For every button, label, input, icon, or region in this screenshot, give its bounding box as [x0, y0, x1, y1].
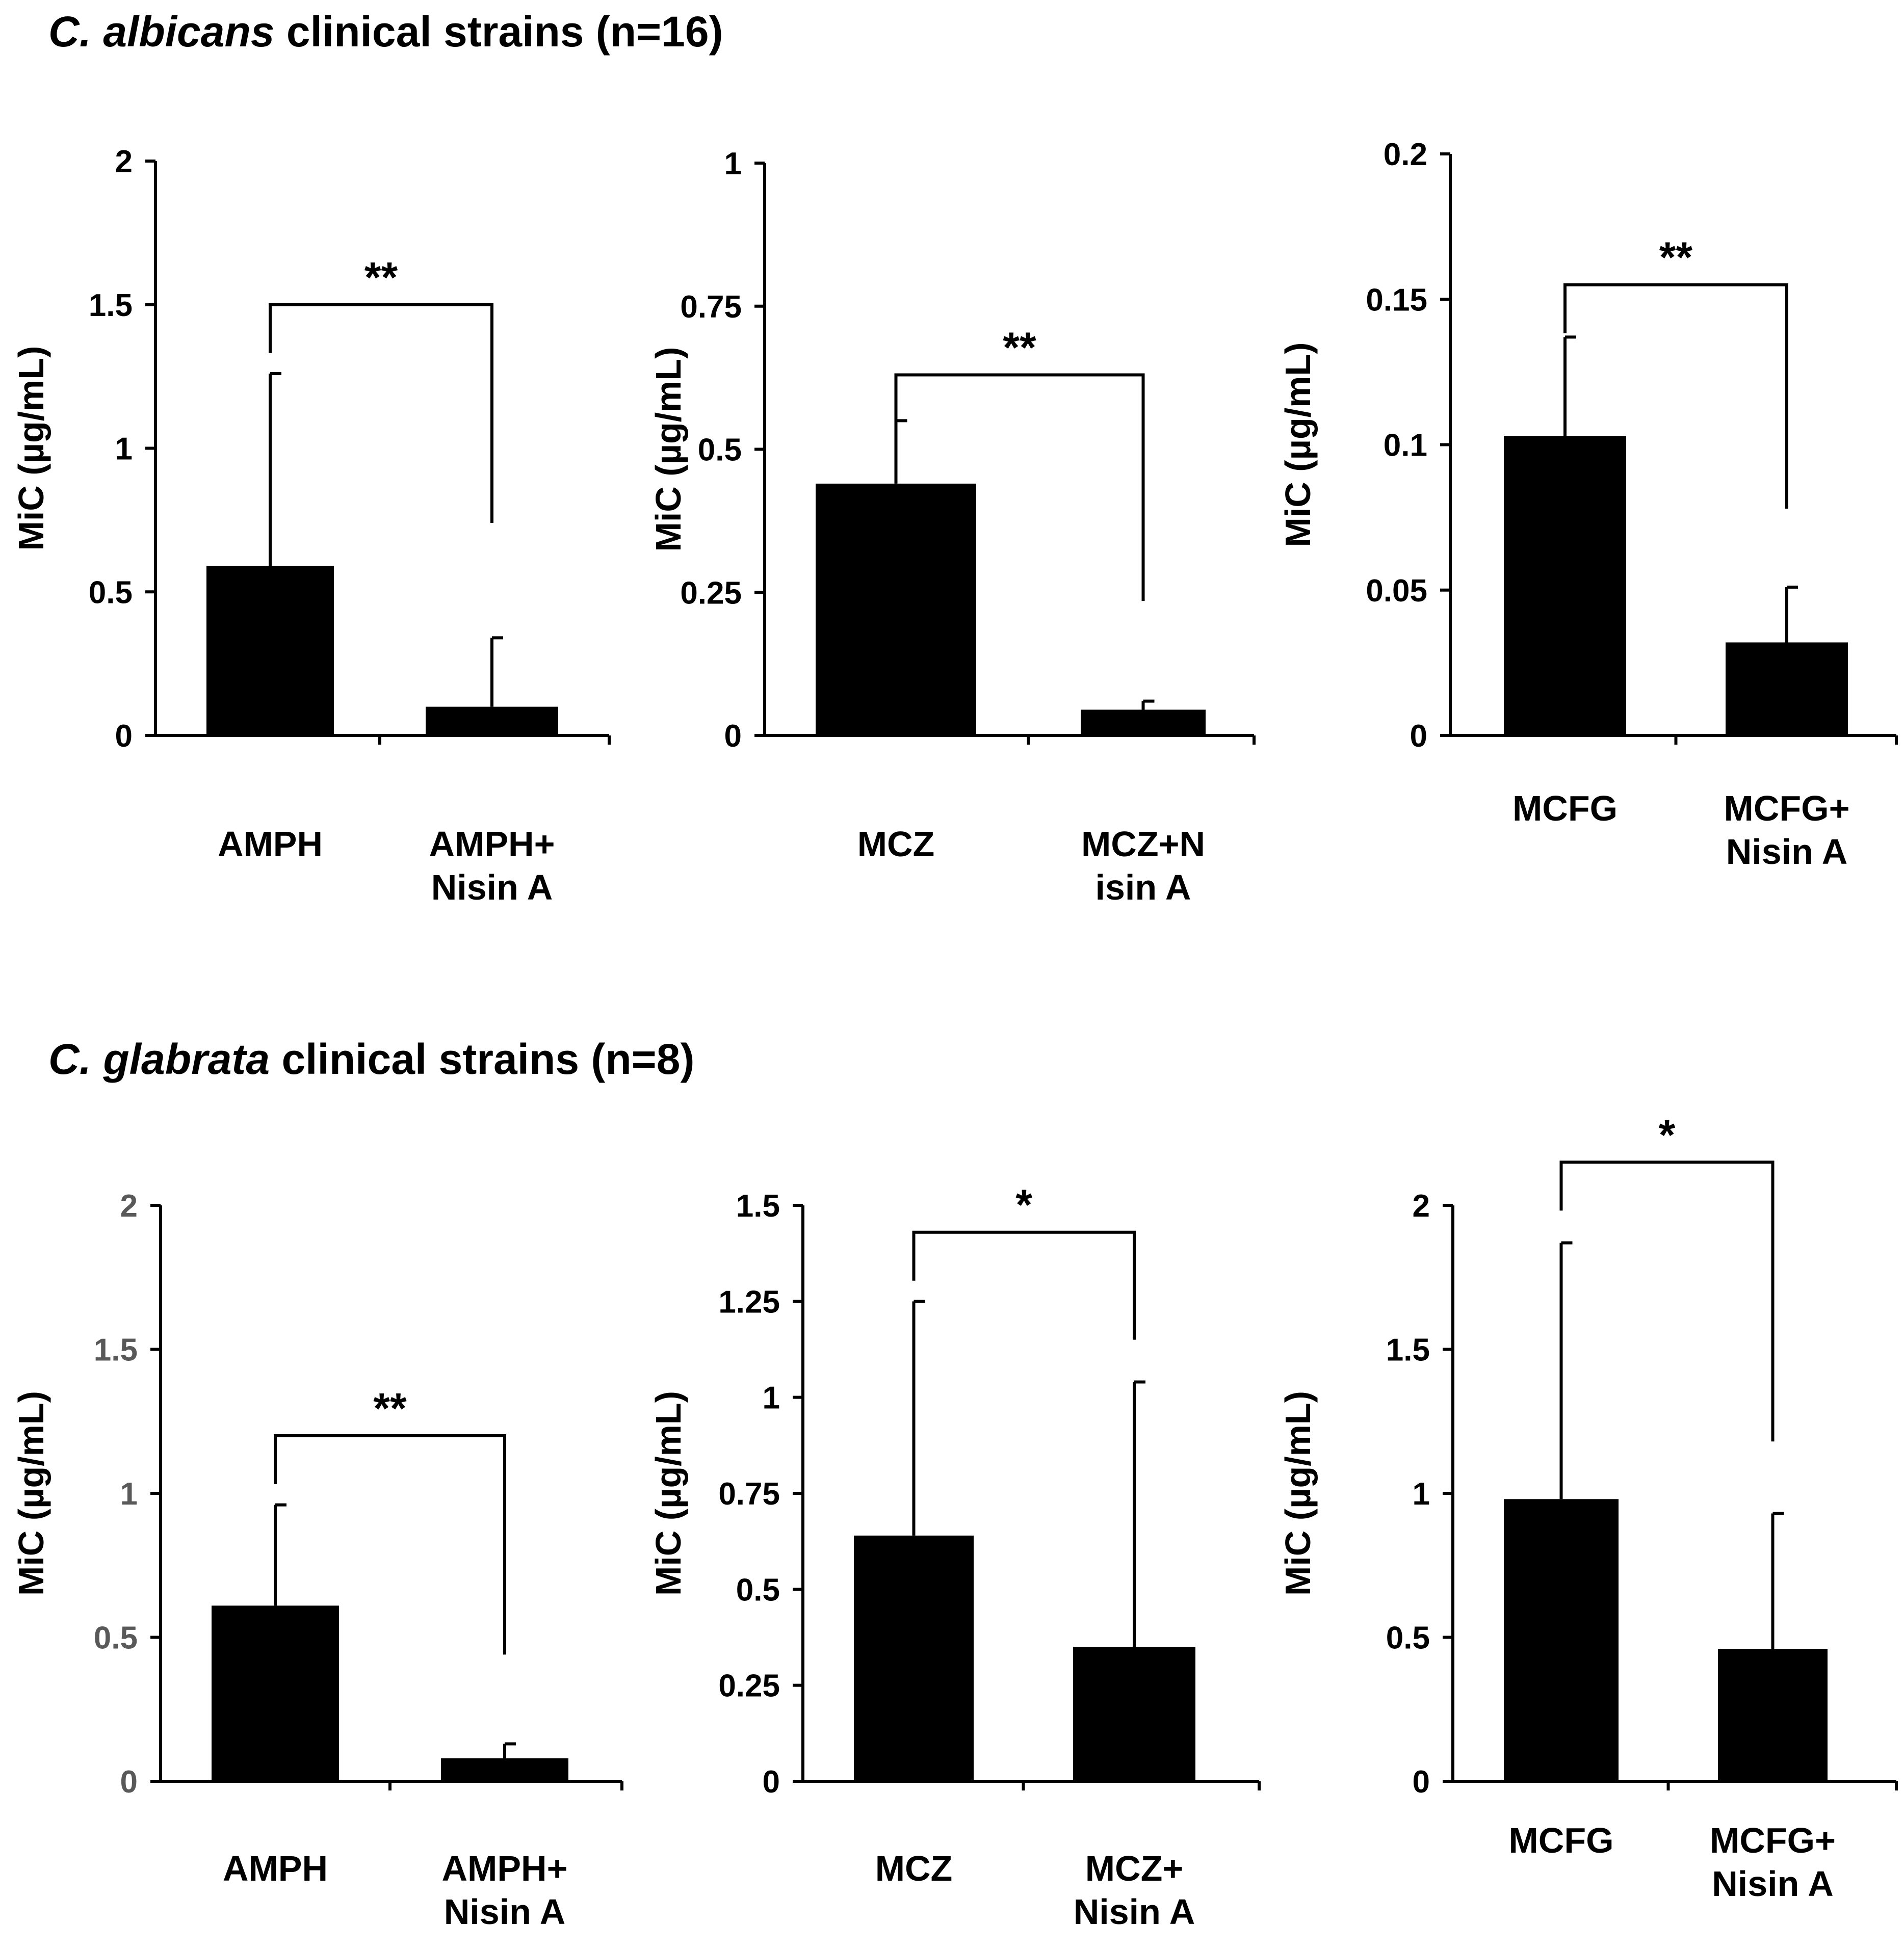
significance-bracket — [274, 1434, 506, 1655]
category-label: MCZ — [857, 824, 935, 864]
y-tick-label: 1 — [724, 146, 742, 181]
significance-marker: ** — [373, 1384, 407, 1432]
category-label: AMPH — [223, 1849, 328, 1888]
bar — [426, 706, 558, 735]
section-title-rest: clinical strains (n=8) — [270, 1035, 695, 1083]
bar — [1504, 436, 1626, 735]
bar — [1726, 642, 1848, 735]
chart-albicans-mcz: 0 0.25 0.5 0.75 1 MiC (µg/mL) MCZ MCZ+Nisin A ** — [648, 146, 1256, 907]
y-tick-label: 0.75 — [680, 289, 742, 325]
significance-marker: * — [1015, 1181, 1032, 1229]
y-tick-label: 0 — [120, 1764, 138, 1800]
chart-glabrata-mcfg: 0 0.5 1 1.5 2 MiC (µg/mL) MCFG MCFG+ Nisin A * — [1278, 1111, 1898, 1904]
y-tick-label: 0.2 — [1384, 137, 1427, 172]
category-label: MCFG+ — [1724, 788, 1850, 828]
bar — [854, 1535, 974, 1781]
category-label: Nisin A — [1712, 1864, 1834, 1904]
bar — [816, 483, 976, 735]
category-label: AMPH+ — [429, 824, 555, 864]
y-tick-label: 0.5 — [1386, 1621, 1430, 1656]
y-axis-label: MiC (µg/mL) — [11, 346, 51, 551]
y-tick-label: 2 — [115, 144, 133, 179]
y-axis-label: MiC (µg/mL) — [648, 347, 688, 552]
significance-marker: ** — [1003, 324, 1036, 372]
y-tick-label: 0.5 — [698, 433, 742, 468]
category-label: MCFG+ — [1710, 1821, 1836, 1860]
category-label: Nisin A — [431, 867, 553, 907]
species-name: C. albicans — [48, 8, 275, 56]
significance-bracket — [1563, 283, 1788, 509]
y-tick-label: 0.5 — [736, 1572, 780, 1608]
category-label: MCFG — [1512, 788, 1618, 828]
category-label: Nisin A — [1074, 1892, 1195, 1932]
y-tick-label: 2 — [120, 1189, 138, 1224]
section-title-glabrata: C. glabrata clinical strains (n=8) — [48, 1035, 694, 1084]
y-tick-label: 0 — [724, 719, 742, 754]
chart-glabrata-mcz: 0 0.25 0.5 0.75 1 1.25 1.5 MiC (µg/mL) MCZ MCZ+ Ni… — [648, 1181, 1261, 1932]
y-tick-label: 1.5 — [89, 288, 133, 323]
category-label: MCZ+ — [1085, 1849, 1184, 1888]
y-tick-label: 1.25 — [718, 1284, 780, 1320]
y-axis-label: MiC (µg/mL) — [11, 1391, 51, 1596]
y-tick-label: 0.25 — [680, 575, 742, 611]
significance-marker: ** — [364, 253, 398, 301]
species-name: C. glabrata — [48, 1035, 270, 1083]
y-tick-label: 0 — [1410, 719, 1427, 754]
y-axis-label: MiC (µg/mL) — [1278, 342, 1318, 547]
significance-bracket — [1559, 1161, 1775, 1442]
category-label: Nisin A — [1726, 832, 1848, 872]
bar — [1504, 1499, 1619, 1781]
bar — [212, 1605, 339, 1781]
category-label: Nisin A — [444, 1892, 566, 1932]
chart-glabrata-amph: 0 0.5 1 1.5 2 MiC (µg/mL) AMPH AMPH+ Nisin A ** — [11, 1189, 623, 1932]
y-tick-label: 0 — [1413, 1764, 1430, 1800]
y-tick-label: 1.5 — [1386, 1333, 1430, 1368]
y-tick-label: 0.25 — [718, 1669, 780, 1704]
y-tick-label: 0.5 — [94, 1621, 138, 1656]
bar — [441, 1758, 568, 1781]
y-tick-label: 1.5 — [94, 1333, 138, 1368]
y-tick-label: 1 — [115, 432, 133, 467]
chart-albicans-amph: 0 0.5 1 1.5 2 MiC (µg/mL) AMPH AMPH+Nisin A ** — [11, 144, 611, 907]
category-label: AMPH+ — [442, 1849, 568, 1888]
bar — [1081, 709, 1206, 735]
y-tick-label: 0.5 — [89, 575, 133, 610]
section-title-albicans: C. albicans clinical strains (n=16) — [48, 7, 723, 57]
bar — [1073, 1647, 1195, 1781]
y-tick-label: 0.75 — [718, 1477, 780, 1512]
significance-bracket — [912, 1230, 1136, 1340]
category-label: MCZ+N — [1081, 824, 1205, 864]
section-title-rest: clinical strains (n=16) — [274, 8, 723, 56]
bar — [206, 566, 334, 735]
y-tick-label: 0 — [115, 719, 133, 754]
bar — [1718, 1649, 1828, 1781]
y-tick-label: 0.05 — [1366, 573, 1427, 609]
y-tick-label: 1 — [1413, 1477, 1430, 1512]
y-axis-label: MiC (µg/mL) — [1278, 1391, 1318, 1596]
chart-albicans-mcfg: 0 0.05 0.1 0.15 0.2 MiC (µg/mL) MCFG MCFG+Nisin… — [1278, 137, 1898, 872]
y-tick-label: 1.5 — [736, 1189, 780, 1224]
category-label: AMPH — [218, 824, 323, 864]
significance-bracket — [894, 373, 1145, 601]
category-label: MCFG — [1508, 1821, 1613, 1860]
y-tick-label: 2 — [1413, 1189, 1430, 1224]
y-tick-label: 0.15 — [1366, 282, 1427, 318]
significance-marker: * — [1659, 1111, 1676, 1158]
y-axis-label: MiC (µg/mL) — [648, 1391, 688, 1596]
significance-marker: ** — [1659, 233, 1693, 281]
y-tick-label: 0.1 — [1384, 428, 1427, 463]
y-tick-label: 1 — [763, 1381, 780, 1416]
category-label: MCZ — [875, 1849, 953, 1888]
category-label: isin A — [1096, 867, 1191, 907]
y-tick-label: 1 — [120, 1477, 138, 1512]
significance-bracket — [269, 303, 493, 523]
y-tick-label: 0 — [763, 1764, 780, 1800]
